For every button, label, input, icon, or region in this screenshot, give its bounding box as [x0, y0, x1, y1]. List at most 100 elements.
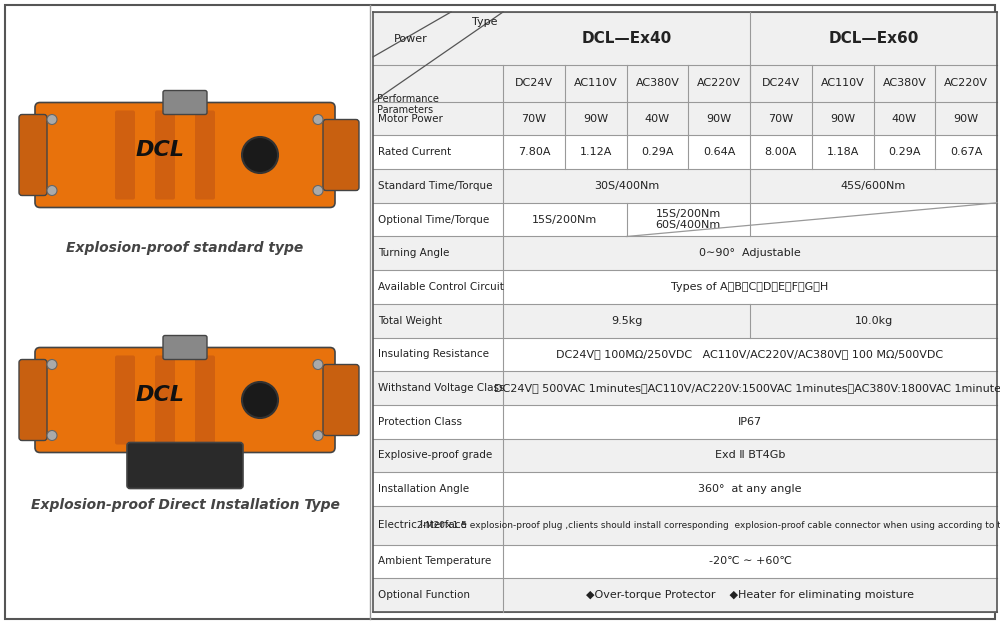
Bar [373, 405, 997, 439]
Circle shape [313, 114, 323, 125]
Text: AC380V: AC380V [882, 79, 926, 89]
Text: 0.29A: 0.29A [888, 147, 921, 157]
Bar [373, 270, 997, 304]
Bar [373, 578, 997, 612]
Bar [373, 338, 997, 371]
Text: 0.67A: 0.67A [950, 147, 982, 157]
Text: 70W: 70W [768, 114, 793, 124]
Text: DCL—Ex60: DCL—Ex60 [828, 31, 919, 46]
Bar [373, 236, 997, 270]
Circle shape [313, 185, 323, 195]
Text: Installation Angle: Installation Angle [378, 484, 469, 494]
Text: 2-M20×1.5 explosion-proof plug ,clients should install corresponding  explosion-: 2-M20×1.5 explosion-proof plug ,clients … [417, 521, 1000, 530]
Text: Total Weight: Total Weight [378, 316, 442, 326]
Text: 0∼90°  Adjustable: 0∼90° Adjustable [699, 248, 801, 258]
Text: Ambient Temperature: Ambient Temperature [378, 557, 491, 567]
Text: 7.80A: 7.80A [518, 147, 550, 157]
Text: -20℃ ∼ +60℃: -20℃ ∼ +60℃ [709, 557, 791, 567]
Text: 0.64A: 0.64A [703, 147, 735, 157]
Text: Optional Time/Torque: Optional Time/Torque [378, 215, 489, 225]
Text: 8.00A: 8.00A [765, 147, 797, 157]
Text: 70W: 70W [521, 114, 546, 124]
Text: Performance
Parameters: Performance Parameters [377, 94, 439, 115]
Bar [373, 203, 997, 236]
Text: Exd Ⅱ BT4Gb: Exd Ⅱ BT4Gb [715, 451, 785, 461]
Text: 40W: 40W [645, 114, 670, 124]
FancyBboxPatch shape [323, 364, 359, 436]
Text: 0.29A: 0.29A [641, 147, 674, 157]
FancyBboxPatch shape [115, 110, 135, 200]
Text: 1.18A: 1.18A [826, 147, 859, 157]
Text: 40W: 40W [892, 114, 917, 124]
Text: Turning Angle: Turning Angle [378, 248, 449, 258]
Text: AC220V: AC220V [697, 79, 741, 89]
Text: 30S/400Nm: 30S/400Nm [594, 181, 659, 191]
Text: AC220V: AC220V [944, 79, 988, 89]
Text: Standard Time/Torque: Standard Time/Torque [378, 181, 492, 191]
Text: 9.5kg: 9.5kg [611, 316, 642, 326]
Text: DCL—Ex40: DCL—Ex40 [581, 31, 672, 46]
Circle shape [47, 114, 57, 125]
Text: DC24V； 500VAC 1minutes、AC110V/AC220V:1500VAC 1minutes、AC380V:1800VAC 1minutes: DC24V； 500VAC 1minutes、AC110V/AC220V:150… [494, 383, 1000, 393]
Text: 10.0kg: 10.0kg [854, 316, 893, 326]
FancyBboxPatch shape [163, 90, 207, 114]
Text: Motor Power: Motor Power [378, 114, 443, 124]
Text: 360°  at any angle: 360° at any angle [698, 484, 802, 494]
Circle shape [313, 431, 323, 441]
Text: 45S/600Nm: 45S/600Nm [841, 181, 906, 191]
Text: 15S/200Nm
60S/400Nm: 15S/200Nm 60S/400Nm [656, 209, 721, 230]
Circle shape [242, 382, 278, 418]
Text: Electric Interface: Electric Interface [378, 520, 467, 530]
Text: DC24V； 100MΩ/250VDC   AC110V/AC220V/AC380V； 100 MΩ/500VDC: DC24V； 100MΩ/250VDC AC110V/AC220V/AC380V… [556, 349, 944, 359]
Circle shape [47, 431, 57, 441]
FancyBboxPatch shape [195, 356, 215, 444]
FancyBboxPatch shape [163, 336, 207, 359]
FancyBboxPatch shape [155, 356, 175, 444]
FancyBboxPatch shape [323, 120, 359, 190]
Bar [373, 545, 997, 578]
Bar [373, 304, 997, 338]
Text: Rated Current: Rated Current [378, 147, 451, 157]
Text: 1.12A: 1.12A [579, 147, 612, 157]
Text: Available Control Circuit: Available Control Circuit [378, 282, 504, 292]
Text: Optional Function: Optional Function [378, 590, 470, 600]
Text: DC24V: DC24V [515, 79, 553, 89]
Bar [373, 102, 997, 135]
Text: DCL: DCL [136, 140, 184, 160]
Text: 90W: 90W [830, 114, 855, 124]
Circle shape [47, 185, 57, 195]
Text: Power: Power [394, 34, 428, 44]
Text: AC110V: AC110V [821, 79, 864, 89]
FancyBboxPatch shape [195, 110, 215, 200]
Bar [373, 135, 997, 169]
Text: Protection Class: Protection Class [378, 417, 462, 427]
Text: Explosive-proof grade: Explosive-proof grade [378, 451, 492, 461]
Bar [373, 472, 997, 506]
Bar [373, 506, 997, 545]
Text: DCL: DCL [136, 385, 184, 405]
Circle shape [47, 359, 57, 369]
Text: AC380V: AC380V [635, 79, 679, 89]
Text: 90W: 90W [583, 114, 608, 124]
Bar [373, 169, 997, 203]
Text: DC24V: DC24V [762, 79, 800, 89]
Text: Explosion-proof standard type: Explosion-proof standard type [66, 241, 304, 255]
Text: 90W: 90W [707, 114, 732, 124]
Text: Insulating Resistance: Insulating Resistance [378, 349, 489, 359]
FancyBboxPatch shape [127, 442, 243, 489]
FancyBboxPatch shape [155, 110, 175, 200]
FancyBboxPatch shape [35, 348, 335, 452]
Text: 90W: 90W [954, 114, 979, 124]
Text: AC110V: AC110V [574, 79, 618, 89]
Bar [373, 371, 997, 405]
FancyBboxPatch shape [35, 102, 335, 208]
Text: Withstand Voltage Class: Withstand Voltage Class [378, 383, 505, 393]
Bar [373, 439, 997, 472]
Text: Types of A、B、C、D、E、F、G、H: Types of A、B、C、D、E、F、G、H [671, 282, 829, 292]
Bar [373, 12, 997, 102]
Text: Type: Type [472, 17, 497, 27]
FancyBboxPatch shape [19, 359, 47, 441]
Text: Explosion-proof Direct Installation Type: Explosion-proof Direct Installation Type [31, 498, 339, 512]
Text: ◆Over-torque Protector    ◆Heater for eliminating moisture: ◆Over-torque Protector ◆Heater for elimi… [586, 590, 914, 600]
Circle shape [242, 137, 278, 173]
